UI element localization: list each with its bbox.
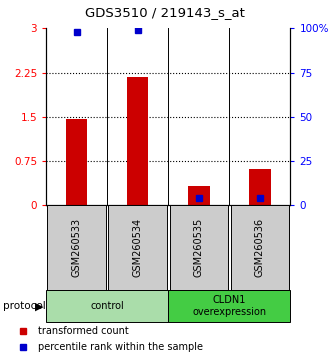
Bar	[48, 205, 106, 290]
Bar	[231, 205, 289, 290]
Text: transformed count: transformed count	[38, 326, 129, 336]
Text: GDS3510 / 219143_s_at: GDS3510 / 219143_s_at	[85, 6, 245, 19]
Bar	[66, 119, 87, 205]
Bar	[188, 187, 210, 205]
Bar	[109, 205, 167, 290]
Text: GSM260536: GSM260536	[255, 218, 265, 278]
Bar	[168, 290, 290, 322]
Bar	[170, 205, 228, 290]
Text: percentile rank within the sample: percentile rank within the sample	[38, 342, 203, 352]
Text: ▶: ▶	[35, 301, 44, 311]
Text: protocol: protocol	[3, 301, 46, 311]
Text: GSM260533: GSM260533	[72, 218, 82, 278]
Text: CLDN1
overexpression: CLDN1 overexpression	[192, 295, 266, 317]
Bar	[127, 77, 148, 205]
Text: GSM260534: GSM260534	[133, 218, 143, 278]
Bar	[46, 290, 168, 322]
Bar	[249, 169, 271, 205]
Text: control: control	[90, 301, 124, 311]
Text: GSM260535: GSM260535	[194, 218, 204, 278]
